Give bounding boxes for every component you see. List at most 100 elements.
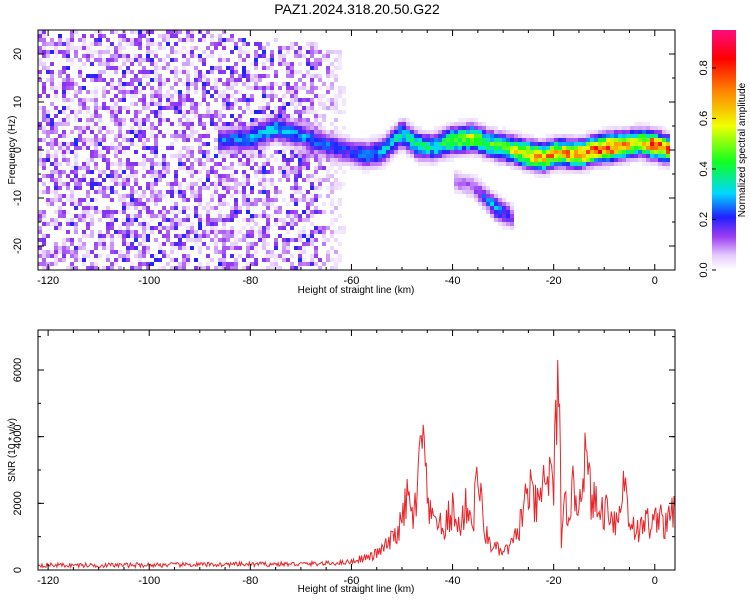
spectrogram-cell bbox=[126, 242, 130, 246]
spectrogram-cell bbox=[118, 98, 122, 102]
spectrogram-cell bbox=[446, 126, 450, 130]
spectrogram-cell bbox=[174, 242, 178, 246]
spectrogram-cell bbox=[478, 154, 482, 158]
spectrogram-cell bbox=[234, 90, 238, 94]
spectrogram-cell bbox=[502, 126, 506, 130]
spectrogram-cell bbox=[118, 50, 122, 54]
spectrogram-cell bbox=[170, 186, 174, 190]
spectrogram-cell bbox=[610, 130, 614, 134]
spectrogram-cell bbox=[386, 158, 390, 162]
spectrogram-cell bbox=[42, 262, 46, 266]
spectrogram-cell bbox=[130, 62, 134, 66]
spectrogram-cell bbox=[322, 234, 326, 238]
spectrogram-cell bbox=[54, 194, 58, 198]
spectrogram-cell bbox=[390, 126, 394, 130]
spectrogram-cell bbox=[158, 74, 162, 78]
spectrogram-cell bbox=[330, 222, 334, 226]
spectrogram-cell bbox=[114, 110, 118, 114]
spectrogram-cell bbox=[334, 206, 338, 210]
spectrogram-cell bbox=[330, 150, 334, 154]
spectrogram-cell bbox=[198, 222, 202, 226]
spectrogram-cell bbox=[406, 150, 410, 154]
spectrogram-cell bbox=[306, 242, 310, 246]
spectrogram-cell bbox=[138, 82, 142, 86]
spectrogram-cell bbox=[294, 266, 298, 270]
spectrogram-cell bbox=[134, 190, 138, 194]
spectrogram-cell bbox=[58, 146, 62, 150]
spectrogram-cell bbox=[338, 62, 342, 66]
spectrogram-cell bbox=[114, 50, 118, 54]
spectrogram-cell bbox=[290, 142, 294, 146]
spectrogram-cell bbox=[230, 266, 234, 270]
spectrogram-cell bbox=[102, 138, 106, 142]
spectrogram-cell bbox=[330, 174, 334, 178]
spectrogram-cell bbox=[266, 122, 270, 126]
spectrogram-cell bbox=[578, 150, 582, 154]
spectrogram-cell bbox=[574, 162, 578, 166]
spectrogram-cell bbox=[542, 138, 546, 142]
spectrogram-cell bbox=[398, 118, 402, 122]
spectrogram-cell bbox=[626, 150, 630, 154]
spectrogram-cell bbox=[242, 202, 246, 206]
spectrogram-cell bbox=[586, 158, 590, 162]
spectrogram-cell bbox=[514, 138, 518, 142]
spectrogram-cell bbox=[58, 42, 62, 46]
spectrogram-cell bbox=[110, 242, 114, 246]
spectrogram-cell bbox=[382, 150, 386, 154]
spectrogram-cell bbox=[390, 154, 394, 158]
spectrogram-cell bbox=[42, 214, 46, 218]
spectrogram-cell bbox=[110, 98, 114, 102]
spectrogram-cell bbox=[166, 90, 170, 94]
spectrogram-cell bbox=[474, 186, 478, 190]
spectrogram-cell bbox=[130, 190, 134, 194]
spectrogram-cell bbox=[90, 158, 94, 162]
spectrogram-cell bbox=[446, 142, 450, 146]
spectrogram-cell bbox=[562, 142, 566, 146]
spectrogram-cell bbox=[406, 118, 410, 122]
spectrogram-cell bbox=[386, 162, 390, 166]
spectrogram-cell bbox=[198, 146, 202, 150]
spectrogram-cell bbox=[390, 142, 394, 146]
spectrogram-cell bbox=[162, 66, 166, 70]
spectrogram-cell bbox=[230, 50, 234, 54]
spectrogram-cell bbox=[634, 134, 638, 138]
spectrogram-cell bbox=[498, 134, 502, 138]
spectrogram-cell bbox=[170, 122, 174, 126]
spectrogram-cell bbox=[142, 174, 146, 178]
spectrogram-cell bbox=[54, 258, 58, 262]
spectrogram-cell bbox=[338, 54, 342, 58]
spectrogram-cell bbox=[38, 226, 42, 230]
spectrogram-cell bbox=[218, 182, 222, 186]
spectrogram-cell bbox=[346, 138, 350, 142]
spectrogram-cell bbox=[186, 86, 190, 90]
spectrogram-cell bbox=[182, 66, 186, 70]
spectrogram-cell bbox=[554, 138, 558, 142]
spectrogram-cell bbox=[470, 182, 474, 186]
spectrogram-cell bbox=[98, 218, 102, 222]
spectrogram-cell bbox=[474, 150, 478, 154]
spectrogram-cell bbox=[254, 242, 258, 246]
spectrogram-cell bbox=[230, 138, 234, 142]
spectrogram-cell bbox=[174, 190, 178, 194]
spectrogram-cell bbox=[158, 170, 162, 174]
spectrogram-cell bbox=[198, 194, 202, 198]
spectrogram-cell bbox=[510, 158, 514, 162]
spectrogram-cell bbox=[42, 66, 46, 70]
spectrogram-cell bbox=[234, 98, 238, 102]
spectrogram-cell bbox=[362, 154, 366, 158]
spectrogram-cell bbox=[618, 130, 622, 134]
spectrogram-cell bbox=[646, 154, 650, 158]
spectrogram-cell bbox=[190, 46, 194, 50]
spectrogram-cell bbox=[494, 214, 498, 218]
spectrogram-cell bbox=[198, 234, 202, 238]
spectrogram-cell bbox=[418, 130, 422, 134]
spectrogram-cell bbox=[246, 178, 250, 182]
spectrogram-cell bbox=[90, 170, 94, 174]
spectrogram-cell bbox=[122, 34, 126, 38]
spectrogram-cell bbox=[242, 146, 246, 150]
spectrogram-cell bbox=[214, 42, 218, 46]
spectrogram-cell bbox=[442, 130, 446, 134]
spectrogram-cell bbox=[178, 130, 182, 134]
spectrogram-cell bbox=[98, 74, 102, 78]
spectrogram-cell bbox=[186, 70, 190, 74]
